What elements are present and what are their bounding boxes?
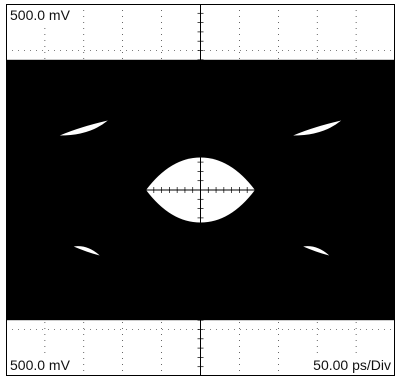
top-left-scale-readout: 500.0 mV: [8, 7, 72, 23]
eye-diagram-plot: [6, 4, 395, 376]
time-scale-readout: 50.00 ps/Div: [311, 357, 393, 373]
upper-left-eye-opening: [59, 120, 108, 136]
center-axes: [6, 4, 395, 376]
bottom-left-scale-readout: 500.0 mV: [8, 357, 72, 373]
upper-right-eye-opening: [293, 120, 342, 136]
oscilloscope-screen: 500.0 mV 500.0 mV 50.00 ps/Div: [6, 4, 395, 376]
lower-right-eye-opening: [303, 246, 330, 256]
lower-left-eye-opening: [73, 246, 100, 256]
